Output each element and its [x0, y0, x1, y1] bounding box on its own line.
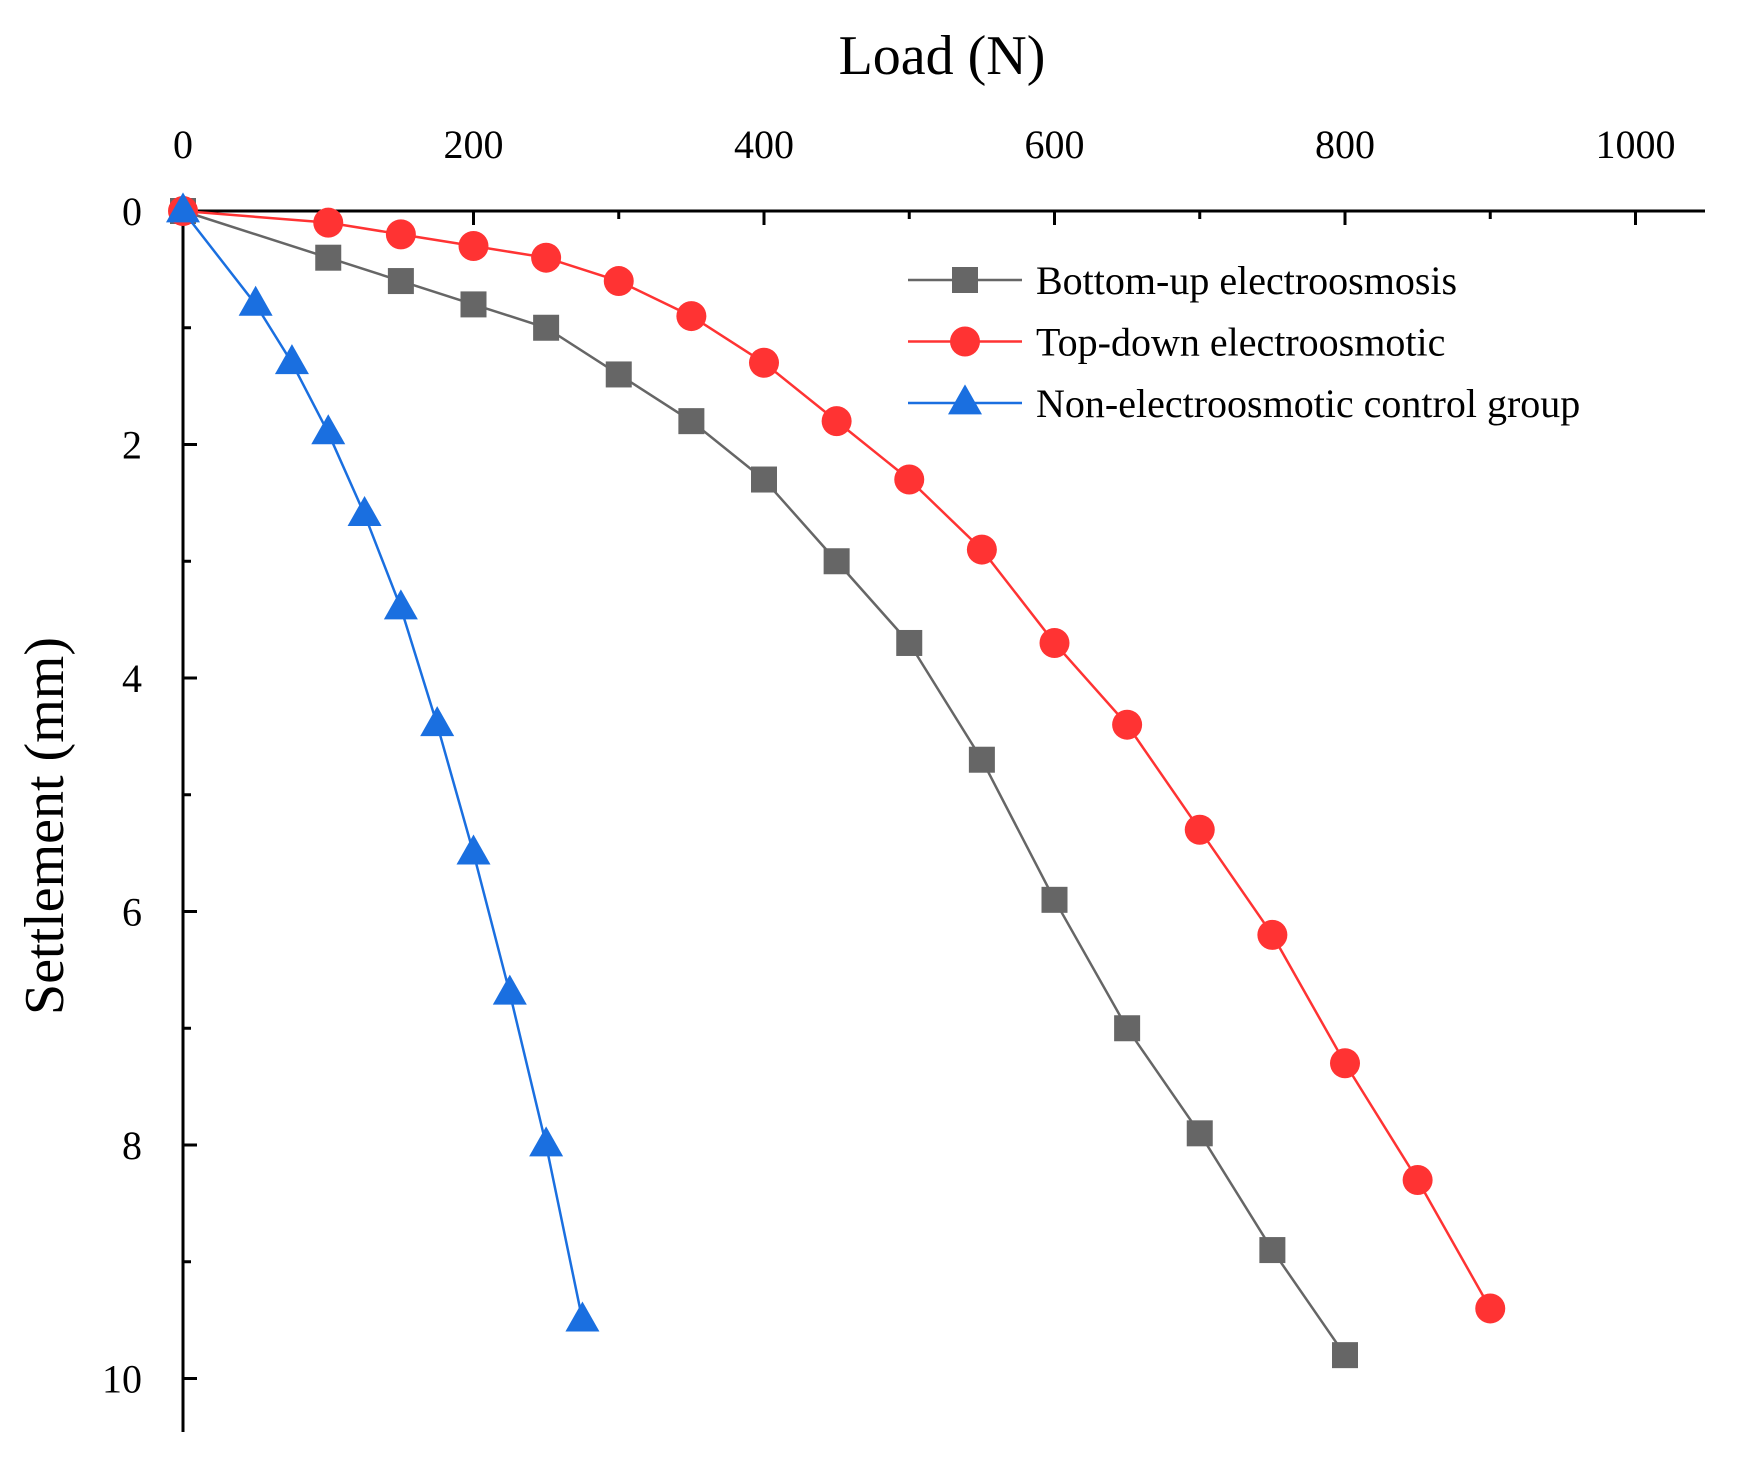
x-tick-label: 600: [1025, 122, 1085, 167]
data-point: [385, 219, 416, 250]
data-point: [968, 746, 995, 773]
data-point: [315, 244, 342, 271]
y-tick-label: 4: [122, 656, 142, 701]
data-point: [603, 266, 634, 297]
data-point: [311, 414, 346, 445]
data-point: [605, 361, 632, 388]
data-point: [383, 589, 418, 620]
legend-marker: [952, 267, 978, 293]
data-point: [1041, 886, 1068, 913]
series-line: [182, 209, 1492, 1310]
data-point: [274, 344, 309, 375]
data-point: [492, 974, 527, 1005]
data-point: [1184, 814, 1215, 845]
y-tick-label: 0: [122, 189, 142, 234]
y-tick-label: 2: [122, 423, 142, 468]
legend-label: Bottom-up electroosmosis: [1036, 258, 1457, 303]
data-point: [821, 406, 852, 437]
y-axis-title: Settlement (mm): [14, 637, 76, 1015]
data-point: [894, 464, 925, 495]
data-point: [676, 301, 707, 332]
data-point: [678, 408, 705, 435]
series-0: [170, 198, 1358, 1369]
y-tick-label: 8: [122, 1123, 142, 1168]
series-line: [182, 210, 584, 1321]
data-point: [238, 285, 273, 316]
data-point: [533, 314, 560, 341]
data-point: [896, 629, 923, 656]
data-point: [347, 495, 382, 526]
legend-item: Non-electroosmotic control group: [908, 381, 1580, 426]
data-point: [565, 1301, 600, 1332]
data-point: [1186, 1120, 1213, 1147]
legend-marker: [948, 384, 982, 415]
data-point: [531, 242, 562, 273]
legend-marker: [950, 326, 980, 357]
data-point: [1259, 1237, 1286, 1264]
y-tick-label: 6: [122, 890, 142, 935]
series-layer: [166, 192, 1506, 1369]
series-1: [168, 196, 1506, 1324]
x-axis-title: Load (N): [839, 25, 1046, 87]
legend: Bottom-up electroosmosis Top-down electro…: [908, 258, 1580, 426]
data-point: [1475, 1293, 1506, 1324]
x-tick-label: 800: [1315, 122, 1375, 167]
x-tick-label: 0: [173, 122, 193, 167]
data-point: [749, 347, 779, 378]
x-tick-label: 400: [734, 122, 794, 167]
data-point: [1114, 1015, 1141, 1042]
axes: 0 200 400 600 800 1000 0 2 4 6 8 10: [102, 122, 1705, 1432]
data-point: [1112, 709, 1143, 740]
legend-item: Bottom-up electroosmosis: [908, 258, 1457, 303]
data-point: [460, 291, 487, 318]
data-point: [458, 231, 489, 262]
x-tick-label: 200: [444, 122, 504, 167]
data-point: [166, 192, 200, 223]
legend-item: Top-down electroosmotic: [908, 320, 1445, 365]
data-point: [823, 548, 850, 575]
x-tick-label: 1000: [1596, 122, 1676, 167]
data-point: [420, 706, 455, 737]
y-tick-label: 10: [102, 1357, 142, 1402]
legend-label: Top-down electroosmotic: [1036, 320, 1445, 365]
series-line: [182, 209, 1347, 1356]
data-point: [1039, 627, 1070, 658]
data-point: [966, 534, 997, 565]
data-point: [751, 466, 777, 493]
data-point: [1257, 919, 1288, 950]
data-point: [1402, 1165, 1433, 1196]
data-point: [313, 207, 344, 238]
data-point: [1332, 1342, 1358, 1369]
data-point: [387, 268, 414, 295]
legend-label: Non-electroosmotic control group: [1036, 381, 1580, 426]
data-point: [529, 1126, 564, 1157]
data-point: [456, 834, 491, 865]
series-2: [166, 192, 600, 1332]
data-point: [1330, 1048, 1360, 1079]
